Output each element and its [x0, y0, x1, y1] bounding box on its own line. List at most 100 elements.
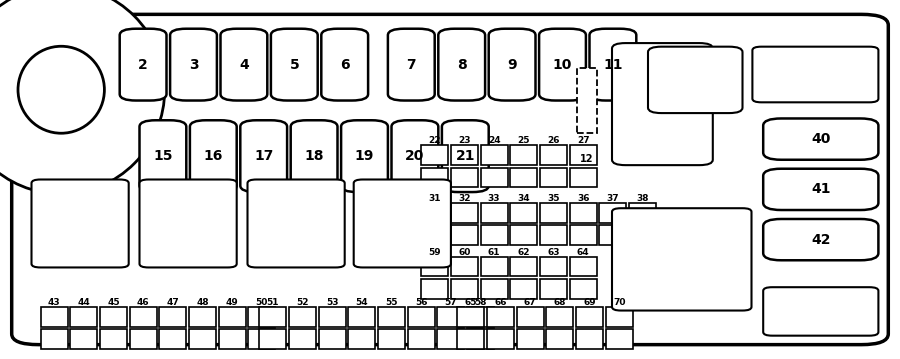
- Bar: [629, 225, 656, 245]
- Bar: [408, 307, 435, 327]
- FancyBboxPatch shape: [140, 120, 186, 192]
- Bar: [100, 307, 127, 327]
- Text: 16: 16: [203, 149, 223, 163]
- Bar: [40, 329, 68, 349]
- FancyBboxPatch shape: [763, 287, 878, 336]
- Bar: [510, 225, 537, 245]
- Text: 42: 42: [811, 233, 831, 247]
- Text: 27: 27: [577, 136, 590, 145]
- Bar: [421, 257, 448, 276]
- Text: 24: 24: [488, 136, 500, 145]
- Bar: [421, 145, 448, 165]
- Text: 22: 22: [428, 136, 441, 145]
- FancyBboxPatch shape: [354, 180, 451, 267]
- Bar: [259, 329, 286, 349]
- Bar: [510, 203, 537, 223]
- Bar: [421, 168, 448, 187]
- FancyBboxPatch shape: [271, 29, 318, 101]
- Text: 65: 65: [464, 298, 477, 307]
- Bar: [510, 279, 537, 299]
- Text: 44: 44: [77, 298, 90, 307]
- Bar: [219, 307, 246, 327]
- Bar: [437, 307, 464, 327]
- Text: 3: 3: [189, 58, 198, 71]
- Text: 11: 11: [603, 58, 623, 71]
- Bar: [259, 307, 286, 327]
- Bar: [540, 203, 567, 223]
- Bar: [378, 307, 405, 327]
- Text: 43: 43: [48, 298, 60, 307]
- Text: 12: 12: [580, 154, 594, 164]
- Text: 38: 38: [636, 194, 649, 203]
- Bar: [319, 307, 346, 327]
- FancyBboxPatch shape: [489, 29, 536, 101]
- Bar: [40, 307, 68, 327]
- Text: 37: 37: [607, 194, 619, 203]
- Text: 40: 40: [811, 132, 831, 146]
- Bar: [421, 225, 448, 245]
- Ellipse shape: [0, 0, 165, 194]
- FancyBboxPatch shape: [392, 120, 438, 192]
- Bar: [451, 279, 478, 299]
- Text: 45: 45: [107, 298, 120, 307]
- Text: 61: 61: [488, 248, 500, 257]
- Bar: [577, 68, 597, 133]
- Bar: [540, 225, 567, 245]
- Text: 56: 56: [415, 298, 428, 307]
- Text: 6: 6: [340, 58, 349, 71]
- FancyBboxPatch shape: [763, 118, 878, 160]
- Text: 67: 67: [524, 298, 536, 307]
- Bar: [130, 307, 157, 327]
- Bar: [219, 329, 246, 349]
- Bar: [289, 307, 316, 327]
- FancyBboxPatch shape: [248, 180, 345, 267]
- FancyBboxPatch shape: [140, 180, 237, 267]
- Text: 5: 5: [290, 58, 299, 71]
- Text: 15: 15: [153, 149, 173, 163]
- Bar: [437, 329, 464, 349]
- Text: 68: 68: [554, 298, 566, 307]
- Bar: [457, 329, 484, 349]
- Bar: [481, 257, 508, 276]
- Text: 32: 32: [458, 194, 471, 203]
- Bar: [467, 307, 494, 327]
- Bar: [451, 225, 478, 245]
- Text: 70: 70: [613, 298, 626, 307]
- Bar: [510, 168, 537, 187]
- Bar: [421, 203, 448, 223]
- Text: 4: 4: [239, 58, 248, 71]
- Bar: [289, 329, 316, 349]
- FancyBboxPatch shape: [12, 14, 888, 345]
- FancyBboxPatch shape: [763, 219, 878, 260]
- FancyBboxPatch shape: [442, 120, 489, 192]
- FancyBboxPatch shape: [590, 29, 636, 101]
- FancyBboxPatch shape: [120, 29, 166, 101]
- FancyBboxPatch shape: [32, 180, 129, 267]
- FancyBboxPatch shape: [752, 47, 878, 102]
- Ellipse shape: [18, 46, 104, 133]
- Bar: [378, 329, 405, 349]
- Bar: [451, 145, 478, 165]
- Bar: [570, 279, 597, 299]
- Text: 26: 26: [547, 136, 560, 145]
- Text: 35: 35: [547, 194, 560, 203]
- Text: 2: 2: [139, 58, 148, 71]
- Text: 21: 21: [455, 149, 475, 163]
- FancyBboxPatch shape: [240, 120, 287, 192]
- Text: 33: 33: [488, 194, 500, 203]
- Text: 23: 23: [458, 136, 471, 145]
- Text: 52: 52: [296, 298, 309, 307]
- Bar: [576, 307, 603, 327]
- Bar: [606, 307, 633, 327]
- Bar: [451, 203, 478, 223]
- FancyBboxPatch shape: [763, 169, 878, 210]
- Bar: [20, 29, 103, 151]
- FancyBboxPatch shape: [170, 29, 217, 101]
- Text: 60: 60: [458, 248, 471, 257]
- Text: 63: 63: [547, 248, 560, 257]
- Bar: [70, 307, 97, 327]
- Text: 34: 34: [518, 194, 530, 203]
- Text: 59: 59: [428, 248, 441, 257]
- Bar: [248, 329, 275, 349]
- Bar: [517, 329, 544, 349]
